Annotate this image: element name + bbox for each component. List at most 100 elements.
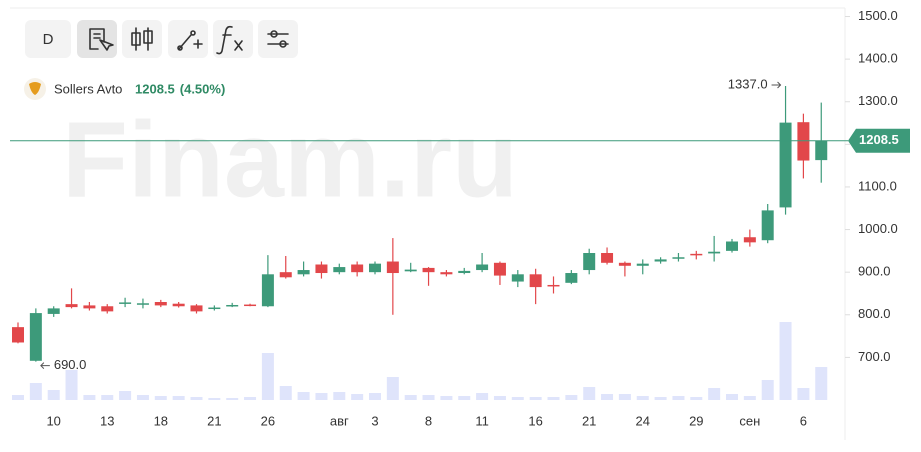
volume-bar — [743, 396, 756, 400]
indicators-icon — [216, 25, 243, 55]
x-tick-label: авг — [330, 413, 349, 428]
y-tick-label: 1000.0 — [858, 221, 898, 236]
volume-bar — [815, 367, 828, 400]
candle-body — [297, 270, 310, 275]
candle-body — [601, 253, 614, 263]
max-label: 1337.0 — [728, 76, 768, 91]
volume-bar — [351, 394, 364, 400]
x-tick-label: 16 — [528, 413, 542, 428]
x-tick-label: 24 — [636, 413, 650, 428]
volume-bar — [65, 370, 78, 400]
ticker-logo-mark — [29, 82, 41, 95]
y-tick-label: 800.0 — [858, 306, 891, 321]
x-tick-label: 3 — [371, 413, 378, 428]
candle-body — [226, 304, 239, 307]
volume-bar — [208, 398, 221, 400]
candle-body — [261, 274, 274, 307]
candle-body — [12, 327, 24, 343]
ticker-price: 1208.5 — [135, 81, 175, 96]
volume-bar — [618, 394, 631, 400]
last-price-label: 1208.5 — [859, 132, 899, 147]
candle-body — [726, 241, 738, 251]
candle-body — [565, 273, 578, 283]
period-label: D — [43, 31, 54, 48]
candle-body — [743, 237, 756, 243]
volume-bar — [136, 395, 149, 400]
volume-bar — [333, 392, 346, 400]
volume-bar — [761, 380, 774, 400]
legend: Sollers Avto 1208.5 (4.50%) — [24, 78, 225, 100]
drawing-icon — [177, 30, 203, 51]
settings-button[interactable] — [258, 20, 298, 58]
candle-body — [83, 305, 96, 309]
candle-body — [672, 257, 685, 259]
candle-body — [119, 302, 132, 304]
candle-body — [476, 264, 489, 271]
volume-bar — [386, 377, 399, 400]
template-button[interactable] — [77, 20, 117, 58]
volume-bar — [708, 388, 721, 400]
candle-body — [761, 210, 774, 241]
candle-body — [386, 261, 399, 274]
volume-bar — [154, 396, 167, 400]
candle-body — [636, 263, 649, 266]
candle-body — [190, 305, 203, 312]
candle-body — [279, 272, 292, 278]
volume-bar — [119, 391, 132, 400]
last-price-tag — [848, 128, 910, 153]
candle-body — [47, 308, 60, 314]
volume-bar — [529, 397, 542, 400]
x-tick-label: 6 — [800, 413, 807, 428]
volume-bar — [726, 394, 738, 400]
volume-bar — [583, 387, 596, 400]
x-tick-label: 13 — [100, 413, 114, 428]
volume-bar — [47, 390, 60, 400]
y-tick-label: 1500.0 — [858, 8, 898, 23]
template-icon — [89, 28, 114, 51]
toolbar: D — [25, 20, 298, 58]
min-label: 690.0 — [54, 357, 87, 372]
x-tick-label: 21 — [207, 413, 221, 428]
candle-body — [547, 284, 560, 287]
volume-bar — [797, 388, 810, 400]
x-tick-label: 18 — [154, 413, 168, 428]
volume-bar — [315, 393, 328, 400]
y-tick-label: 1300.0 — [858, 93, 898, 108]
volume-bar — [12, 395, 24, 400]
volume-bar — [601, 394, 614, 400]
candle-body — [315, 264, 328, 274]
volume-bar — [565, 395, 578, 400]
x-tick-label: 26 — [261, 413, 275, 428]
y-tick-label: 1400.0 — [858, 51, 898, 66]
x-tick-label: 11 — [475, 413, 489, 428]
volume-bar — [190, 397, 203, 400]
chart-type-button[interactable] — [122, 20, 162, 58]
indicators-button[interactable] — [213, 20, 253, 58]
plot: 700.0800.0900.01000.01100.01200.01300.01… — [10, 8, 910, 428]
volume-bar — [440, 396, 453, 400]
candle-body — [815, 140, 828, 161]
volume-bar — [779, 322, 792, 400]
min-arrow — [40, 362, 50, 370]
volume-bar — [83, 395, 96, 400]
y-tick-label: 1100.0 — [858, 178, 897, 193]
candle-body — [404, 269, 417, 272]
volume-bar — [172, 396, 185, 400]
volume-bar — [244, 397, 257, 400]
volume-bar — [404, 395, 417, 400]
candle-body — [493, 262, 506, 276]
candle-body — [708, 251, 721, 254]
volume-bar — [493, 396, 506, 400]
candle-body — [101, 306, 114, 312]
volume-bar — [636, 396, 649, 400]
settings-icon — [267, 30, 289, 48]
candle-body — [244, 304, 257, 307]
volume-bar — [101, 395, 114, 400]
candle-body — [333, 267, 346, 273]
candle-body — [422, 267, 435, 273]
candle-body — [779, 122, 792, 208]
volume-bar — [29, 383, 42, 400]
period-button[interactable] — [25, 20, 71, 58]
chart-type-icon — [131, 27, 153, 51]
